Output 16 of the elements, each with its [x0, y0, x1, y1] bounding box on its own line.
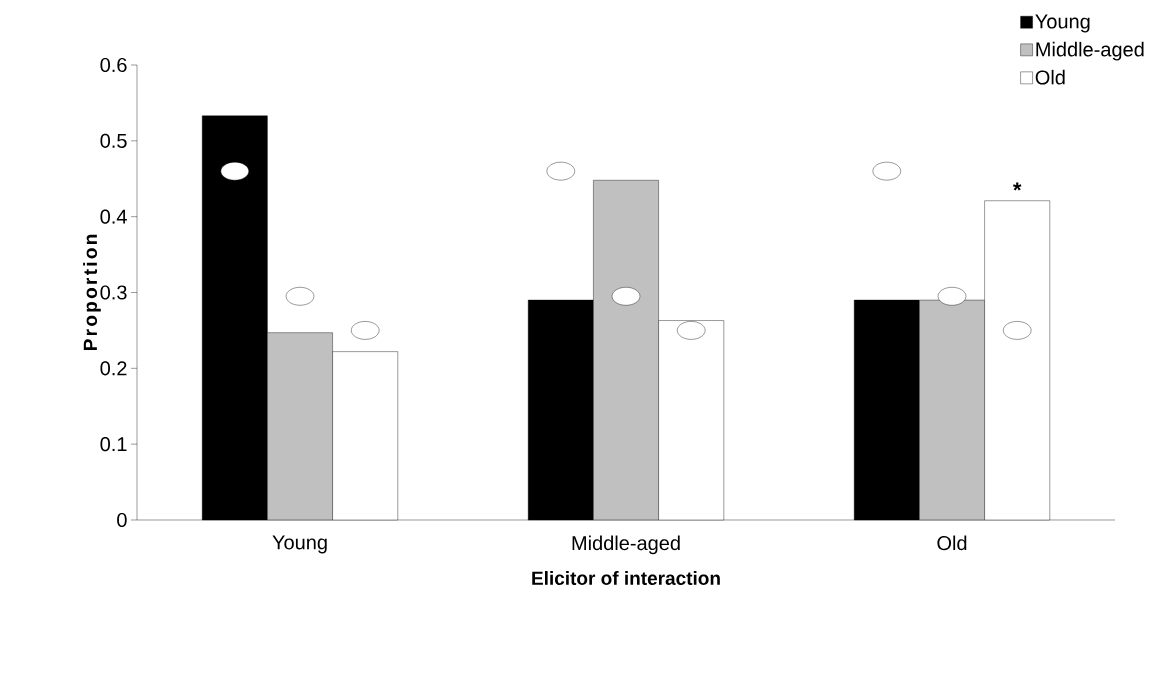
x-tick-label: Old	[937, 535, 967, 551]
y-tick-label: 0.4	[100, 209, 127, 224]
y-tick-label: 0	[117, 512, 127, 528]
legend-label: Young	[1035, 14, 1090, 33]
x-tick-label: Middle-aged	[572, 535, 680, 555]
y-tick-label: 0.6	[100, 57, 127, 73]
x-tick-label: Young	[272, 535, 327, 554]
y-tick-label: 0.1	[100, 437, 127, 452]
y-tick-label: 0.3	[100, 285, 127, 300]
x-axis-title: Elicitor of interaction	[532, 571, 720, 585]
annotation: *	[1012, 182, 1022, 191]
legend-label: Old	[1035, 69, 1065, 85]
y-axis-title: Proportion	[83, 234, 101, 351]
legend-label: Middle-aged	[1036, 41, 1144, 61]
y-tick-label: 0.5	[100, 133, 127, 148]
y-tick-label: 0.2	[100, 361, 127, 376]
